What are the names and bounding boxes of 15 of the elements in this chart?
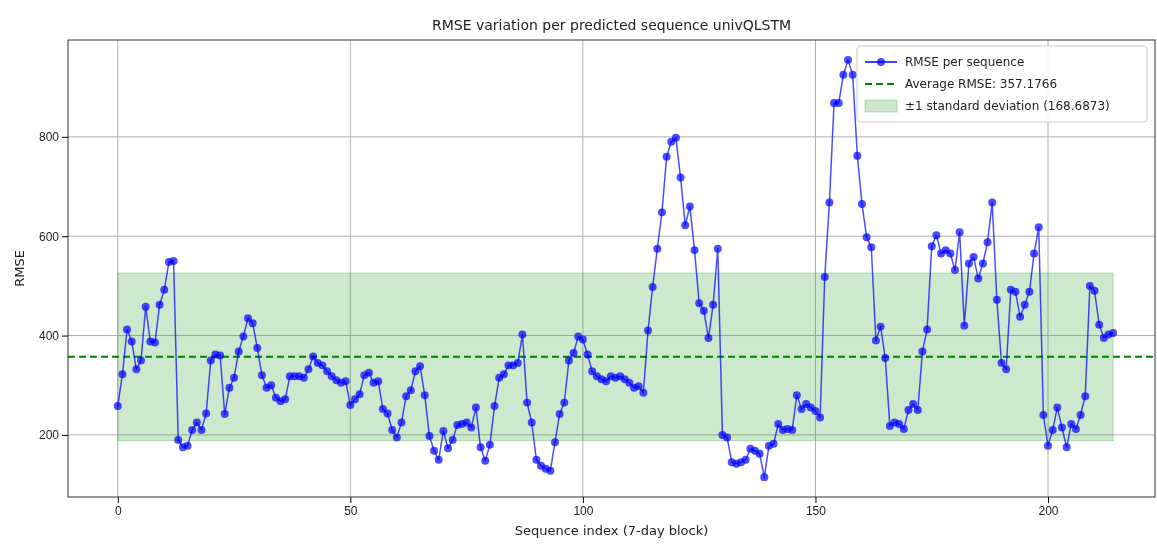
x-axis-title: Sequence index (7-day block) [514,523,709,538]
y-tick-label: 800 [38,130,60,145]
x-tick-label: 0 [114,503,122,518]
legend-label: ±1 standard deviation (168.6873) [905,99,1110,113]
x-tick-label: 50 [344,503,358,518]
y-tick-label: 200 [38,428,60,443]
y-tick-label: 600 [38,229,60,244]
y-tick-label: 400 [38,328,60,343]
legend-label: Average RMSE: 357.1766 [905,77,1058,91]
x-tick-label: 100 [573,503,594,518]
chart-title: RMSE variation per predicted sequence univQLSTM [431,17,792,33]
x-tick-label: 150 [805,503,827,518]
x-tick-label: 200 [1038,503,1059,518]
legend-label: RMSE per sequence [905,55,1025,69]
y-axis-title: RMSE [12,250,27,287]
